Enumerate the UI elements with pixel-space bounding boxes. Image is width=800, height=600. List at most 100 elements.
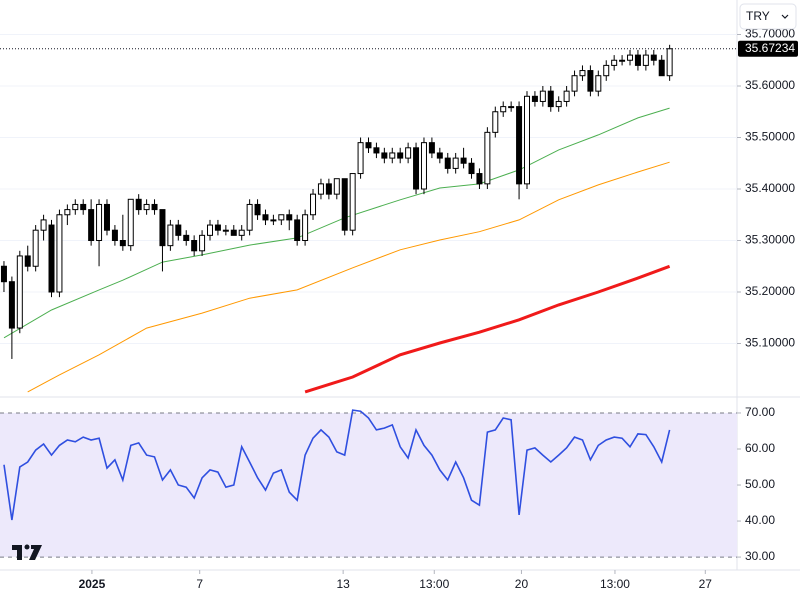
candle-body xyxy=(48,224,55,293)
y-tick-label: 35.40000 xyxy=(745,181,795,195)
currency-label: TRY xyxy=(746,9,770,23)
candle-body xyxy=(16,255,23,329)
candle-body xyxy=(373,147,380,154)
y-tick-label: 50.00 xyxy=(745,477,775,491)
candle-body xyxy=(222,229,229,232)
x-tick-label: 2025 xyxy=(79,577,106,591)
candle-body xyxy=(32,229,39,267)
candle-body xyxy=(611,59,618,66)
candle-body xyxy=(460,157,467,164)
candle-body xyxy=(214,224,221,231)
candle-body xyxy=(579,70,586,77)
candle-body xyxy=(508,106,515,109)
candle-body xyxy=(539,90,546,102)
candle-body xyxy=(103,203,110,231)
candle-body xyxy=(254,203,261,216)
candle-body xyxy=(96,203,103,242)
candle-body xyxy=(238,229,245,236)
x-tick-label: 13:00 xyxy=(419,577,449,591)
candle-body xyxy=(8,281,15,329)
candle-body xyxy=(413,147,420,190)
candle-body xyxy=(563,90,570,102)
candle-body xyxy=(587,70,594,92)
candle-body xyxy=(492,111,499,133)
candle-body xyxy=(325,183,332,195)
candle-body xyxy=(278,214,285,221)
rsi-line xyxy=(3,409,671,521)
candle-body xyxy=(365,142,372,149)
moving-average xyxy=(27,161,670,393)
candle-body xyxy=(127,198,134,247)
candle-body xyxy=(302,214,309,242)
candle-body xyxy=(452,157,459,169)
candle-body xyxy=(111,229,118,242)
candle-body xyxy=(405,147,412,159)
candle-body xyxy=(64,209,71,216)
candle-body xyxy=(571,75,578,92)
candle-body xyxy=(349,173,356,231)
y-tick-label: 40.00 xyxy=(745,513,775,527)
candle-body xyxy=(420,142,427,190)
logo-dot xyxy=(24,544,30,550)
candle-body xyxy=(595,75,602,92)
rsi-band xyxy=(0,412,737,558)
y-tick-label: 35.30000 xyxy=(745,233,795,247)
candle-body xyxy=(523,95,530,185)
x-tick-label: 20 xyxy=(515,577,529,591)
candle-body xyxy=(246,203,253,231)
y-tick-label: 35.10000 xyxy=(745,336,795,350)
candle-body xyxy=(262,214,269,221)
candle-body xyxy=(397,152,404,159)
logo-mark xyxy=(29,545,42,560)
candle-body xyxy=(436,152,443,159)
candle-body xyxy=(333,178,340,195)
y-tick-label: 30.00 xyxy=(745,549,775,563)
candle-body xyxy=(547,90,554,108)
candle-body xyxy=(516,106,523,185)
candle-body xyxy=(72,203,79,211)
y-tick-label: 35.20000 xyxy=(745,284,795,298)
candle-body xyxy=(159,209,166,247)
candle-body xyxy=(389,152,396,159)
candle-body xyxy=(135,198,142,211)
candle-body xyxy=(230,229,237,236)
candle-body xyxy=(270,219,277,222)
logo xyxy=(12,544,42,560)
candle-body xyxy=(468,162,475,175)
candle-body xyxy=(199,234,206,252)
candle-body xyxy=(317,183,324,195)
candle-body xyxy=(88,209,95,242)
last-price-label: 35.67234 xyxy=(745,41,795,55)
y-tick-label: 70.00 xyxy=(745,405,775,419)
candle-body xyxy=(634,54,641,66)
candle-body xyxy=(500,106,507,113)
candle-body xyxy=(80,203,87,211)
candle-body xyxy=(151,203,158,211)
candle-body xyxy=(627,54,634,61)
currency-button[interactable]: TRY xyxy=(739,3,797,30)
logo-mark xyxy=(12,545,22,560)
x-tick-label: 7 xyxy=(196,577,203,591)
candle-body xyxy=(666,48,673,77)
candle-body xyxy=(286,214,293,221)
candle-body xyxy=(310,193,317,216)
candle-body xyxy=(476,173,483,185)
candle-body xyxy=(143,203,150,211)
candle-body xyxy=(444,157,451,169)
last-price-box xyxy=(738,40,798,57)
candle-body xyxy=(484,131,491,185)
candle-body xyxy=(658,59,665,77)
candle-body xyxy=(56,214,63,293)
candle-body xyxy=(642,54,649,66)
candle-body xyxy=(294,219,301,242)
currency-chevron xyxy=(781,14,789,19)
candle-body xyxy=(603,64,610,77)
candle-body xyxy=(650,54,657,61)
candle-body xyxy=(24,255,31,267)
currency-button-box xyxy=(739,3,797,30)
candle-body xyxy=(341,178,348,231)
y-tick-label: 35.70000 xyxy=(745,27,795,41)
moving-average xyxy=(304,264,671,394)
candle-body xyxy=(357,142,364,175)
